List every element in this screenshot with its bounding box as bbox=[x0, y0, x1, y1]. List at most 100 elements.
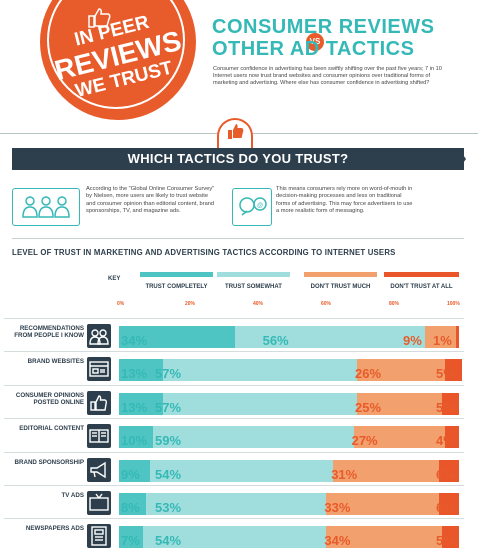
value-label: 54% bbox=[155, 533, 182, 549]
tick-label: 60% bbox=[321, 301, 332, 307]
row-separator bbox=[4, 451, 464, 453]
key-label: KEY bbox=[108, 276, 121, 282]
bar-segment bbox=[119, 392, 164, 415]
info-left-text: According to the "Global Online Consumer… bbox=[86, 186, 215, 215]
bar-segment bbox=[142, 526, 327, 549]
value-label: 57% bbox=[155, 399, 182, 415]
bar-segment bbox=[119, 326, 235, 348]
bar-segment bbox=[442, 526, 459, 549]
bar-segment bbox=[353, 426, 446, 449]
tick-label: 0% bbox=[117, 301, 125, 307]
legend-label: DON'T TRUST MUCH bbox=[310, 284, 371, 290]
value-label: 9% bbox=[403, 333, 422, 348]
value-label: 54% bbox=[155, 466, 182, 482]
legend-label: TRUST COMPLETELY bbox=[145, 284, 208, 290]
value-label: 13% bbox=[121, 399, 148, 415]
legend-swatch bbox=[384, 272, 459, 277]
svg-text:@: @ bbox=[257, 203, 263, 209]
row-separator bbox=[4, 384, 464, 386]
browser-icon bbox=[87, 357, 111, 382]
bar-segment bbox=[445, 359, 463, 382]
legend-label: DON'T TRUST AT ALL bbox=[390, 284, 453, 290]
divider-thumbs-icon bbox=[217, 118, 253, 148]
value-label: 13% bbox=[121, 366, 148, 382]
value-label: 8% bbox=[121, 500, 140, 515]
row-separator bbox=[4, 518, 464, 520]
row-separator bbox=[4, 485, 464, 486]
value-label: 6% bbox=[436, 500, 455, 515]
bar-segment bbox=[326, 493, 439, 515]
value-label: 31% bbox=[331, 466, 358, 482]
value-label: 10% bbox=[121, 433, 148, 449]
megaphone-icon bbox=[87, 457, 111, 482]
page-title-line-1: CONSUMER REVIEWS bbox=[212, 16, 435, 38]
banner bbox=[12, 148, 464, 170]
row-separator bbox=[4, 418, 464, 420]
legend-label: TRUST SOMEWHAT bbox=[225, 284, 282, 290]
value-label: 5% bbox=[436, 533, 455, 549]
value-label: 57% bbox=[155, 366, 182, 382]
speech-info-icon: @ bbox=[232, 188, 272, 226]
section-divider bbox=[12, 238, 464, 239]
row-separator bbox=[4, 351, 464, 353]
bar-segment bbox=[357, 392, 442, 415]
section-title: LEVEL OF TRUST IN MARKETING AND ADVERTIS… bbox=[12, 248, 396, 257]
bar-segment bbox=[445, 426, 459, 449]
value-label: 33% bbox=[324, 500, 351, 515]
bar-segment bbox=[119, 459, 150, 482]
bar-segment bbox=[153, 426, 354, 449]
bar-segment bbox=[455, 326, 459, 348]
people-icon bbox=[87, 324, 111, 348]
legend-swatch bbox=[217, 272, 290, 277]
bar-segment bbox=[163, 359, 357, 382]
tick-label: 40% bbox=[253, 301, 264, 307]
row-label: TV ADS bbox=[61, 492, 84, 499]
bar-segment bbox=[146, 493, 327, 515]
bar-segment bbox=[425, 326, 456, 348]
tv-icon bbox=[87, 491, 111, 515]
bar-segment bbox=[326, 526, 442, 549]
banner-arrow bbox=[458, 148, 466, 170]
value-label: 34% bbox=[121, 333, 148, 348]
banner-title: WHICH TACTICS DO YOU TRUST? bbox=[127, 151, 349, 166]
value-label: 5% bbox=[436, 366, 455, 382]
bar-segment bbox=[438, 459, 459, 482]
value-label: 53% bbox=[155, 500, 182, 515]
bar-segment bbox=[234, 326, 425, 348]
intro-text: Consumer confidence in advertising has b… bbox=[213, 66, 442, 87]
row-label: EDITORIAL CONTENT bbox=[19, 425, 84, 433]
row-label: BRAND SPONSORSHIP bbox=[14, 458, 84, 466]
row-label: CONSUMER OPINIONS POSTED ONLINE bbox=[15, 391, 84, 407]
value-label: 6% bbox=[436, 466, 455, 482]
newspaper-icon bbox=[87, 424, 111, 449]
bar-segment bbox=[119, 359, 164, 382]
bar-segment bbox=[149, 459, 334, 482]
bar-segment bbox=[357, 359, 446, 382]
bar-segment bbox=[119, 493, 147, 515]
bar-segment bbox=[438, 493, 459, 515]
legend-swatch bbox=[304, 272, 377, 277]
tick-label: 20% bbox=[185, 301, 196, 307]
bar-segment bbox=[119, 426, 153, 449]
bar-segment bbox=[119, 526, 143, 549]
value-label: 5% bbox=[436, 399, 455, 415]
page-title-line-2: OTHER AD TACTICS bbox=[212, 38, 415, 60]
row-label: BRAND WEBSITES bbox=[27, 358, 84, 366]
legend-swatch bbox=[140, 272, 213, 277]
value-label: 34% bbox=[324, 533, 351, 549]
row-separator bbox=[4, 318, 464, 319]
info-right-text: This means consumers rely more on word-o… bbox=[276, 186, 413, 215]
value-label: 4% bbox=[436, 433, 455, 449]
newspaper-ad-icon bbox=[87, 524, 111, 549]
vs-badge: VS bbox=[306, 33, 324, 51]
row-label: NEWSPAPERS ADS bbox=[25, 525, 84, 533]
thumbs-up-icon bbox=[228, 124, 244, 139]
value-label: 1% bbox=[433, 333, 452, 348]
bar-segment bbox=[163, 392, 357, 415]
tick-label: 80% bbox=[389, 301, 400, 307]
value-label: 27% bbox=[351, 433, 378, 449]
value-label: 25% bbox=[355, 399, 382, 415]
row-label: RECOMMENDATIONS FROM PEOPLE I KNOW bbox=[14, 325, 84, 340]
value-label: 9% bbox=[121, 466, 140, 482]
people-info-icon bbox=[12, 188, 80, 226]
